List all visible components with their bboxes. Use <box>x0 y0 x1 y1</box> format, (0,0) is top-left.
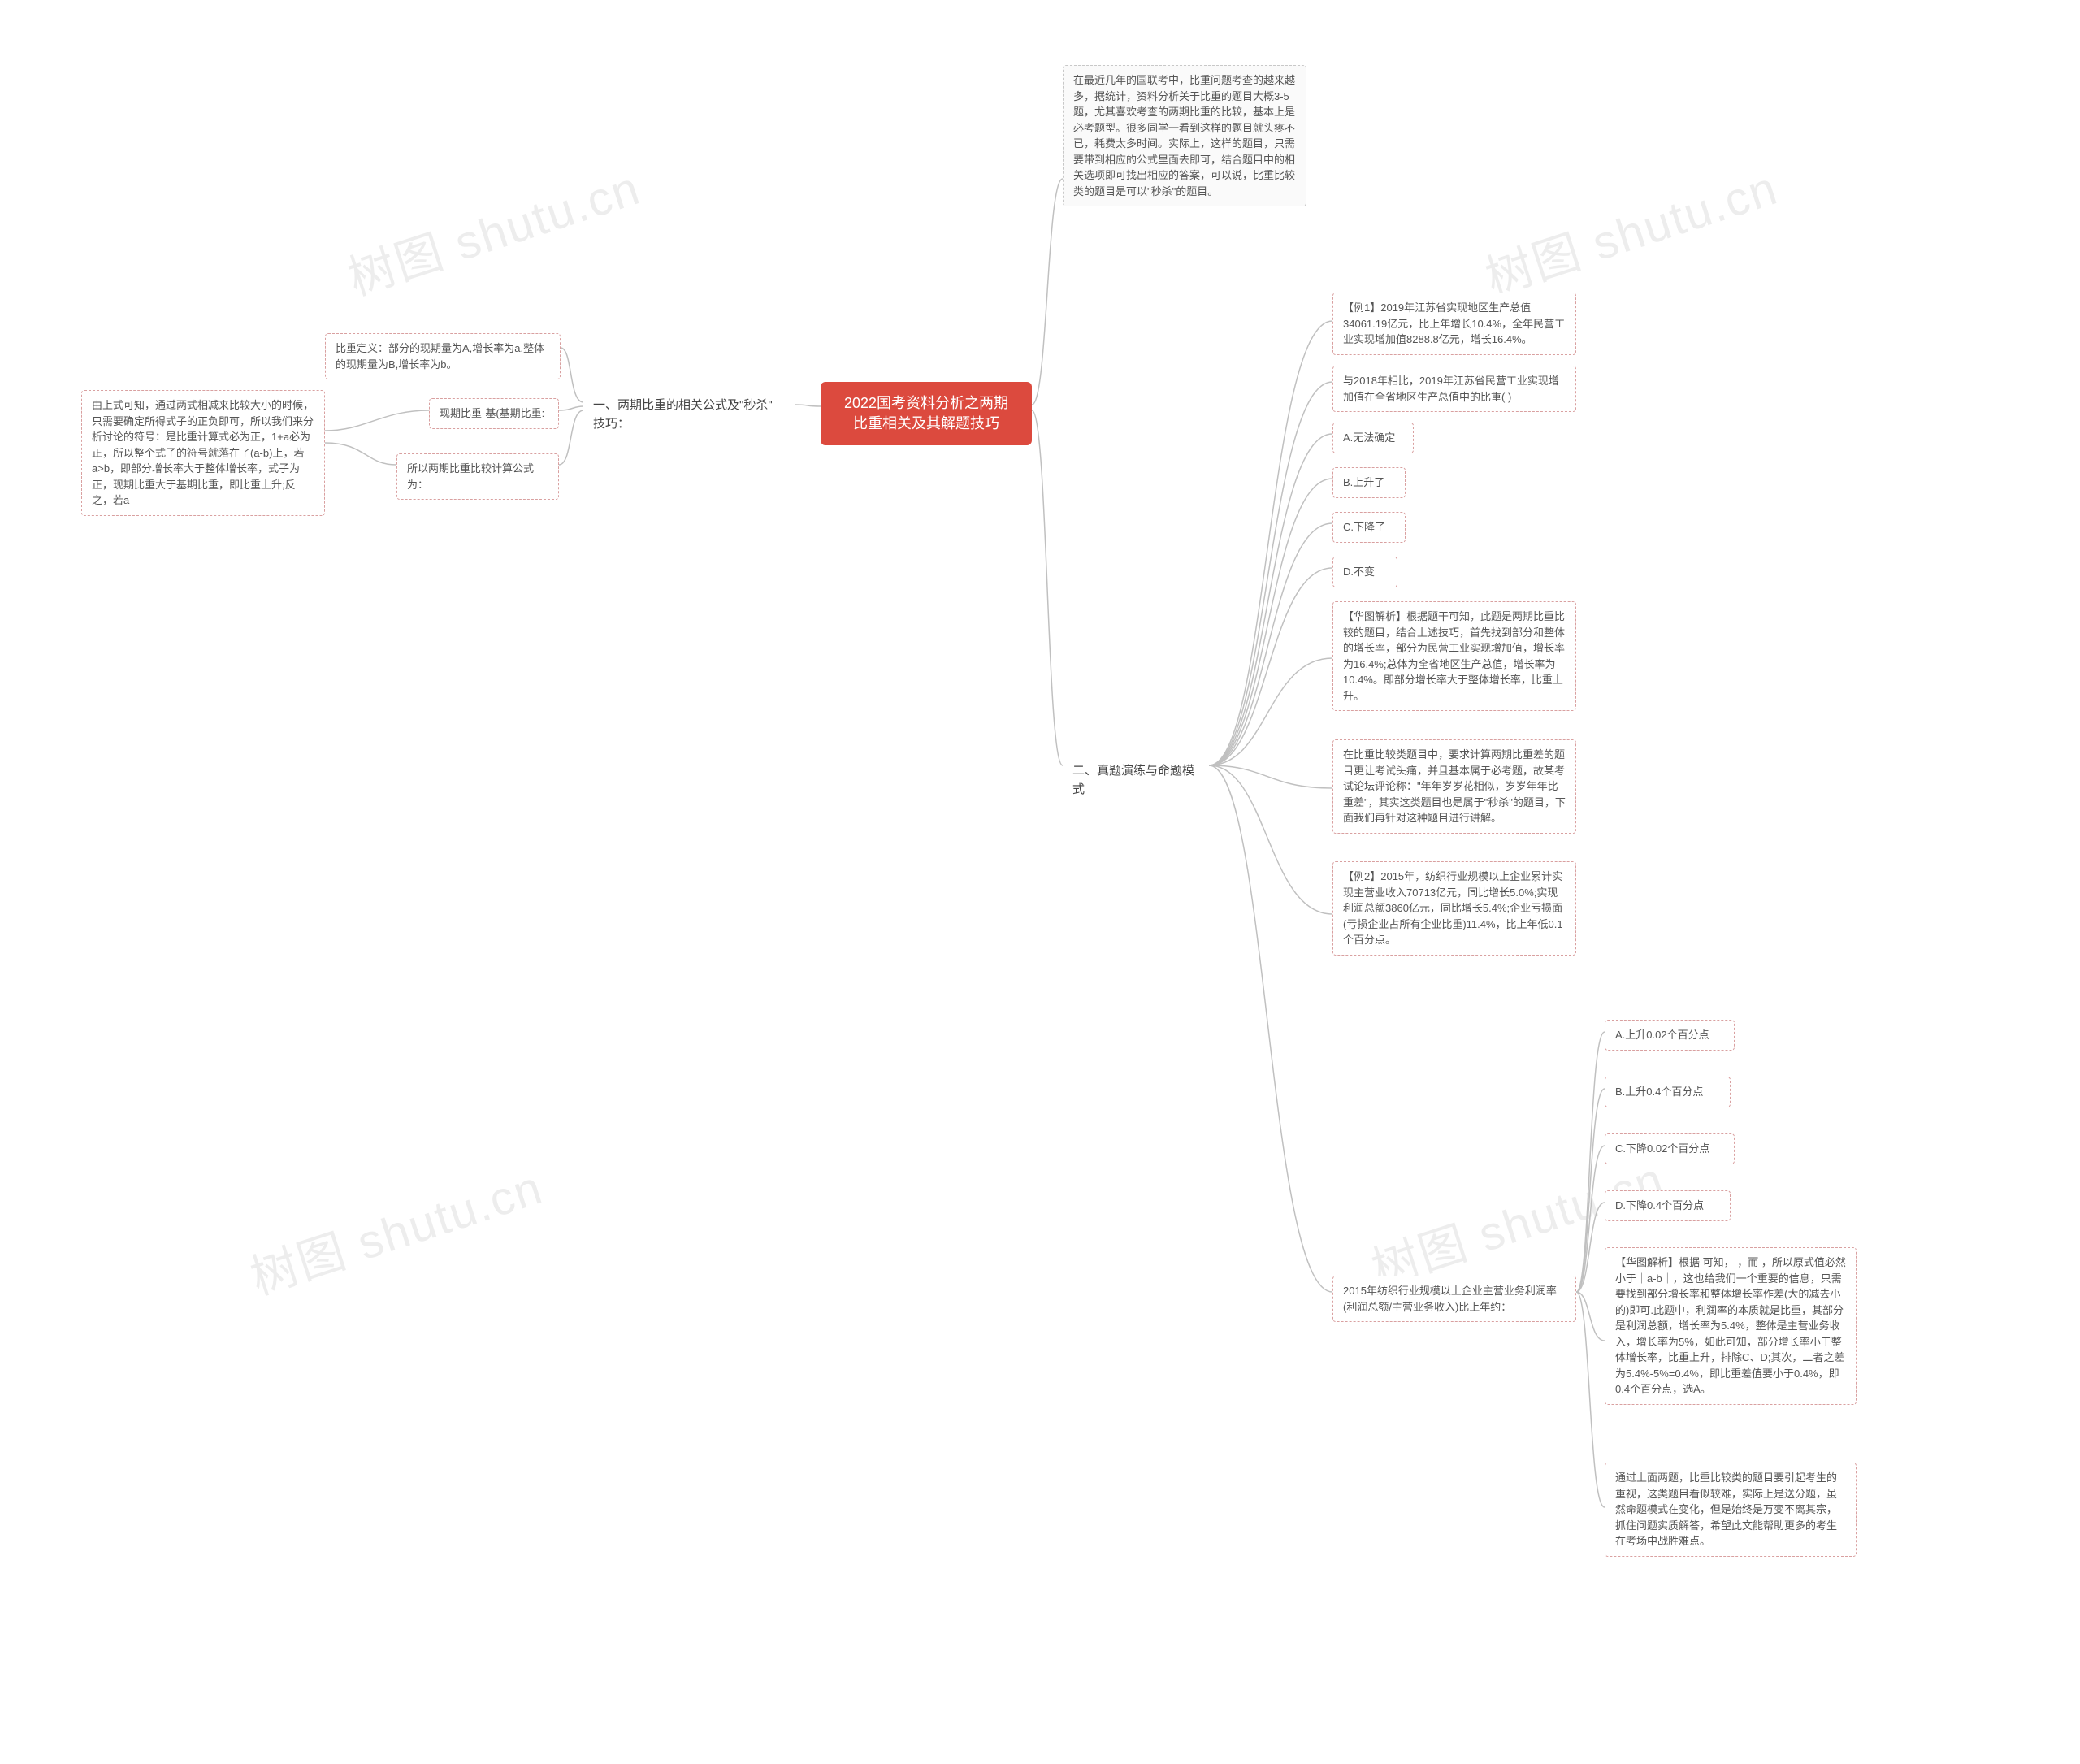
ex1-option-b[interactable]: B.上升了 <box>1332 467 1406 498</box>
branch1-def[interactable]: 比重定义：部分的现期量为A,增长率为a,整体的现期量为B,增长率为b。 <box>325 333 561 379</box>
ex1-question[interactable]: 【例1】2019年江苏省实现地区生产总值34061.19亿元，比上年增长10.4… <box>1332 293 1576 355</box>
summary-note[interactable]: 通过上面两题，比重比较类的题目要引起考生的重视，这类题目看似较难，实际上是送分题… <box>1605 1463 1857 1557</box>
branch2-intro[interactable]: 在最近几年的国联考中，比重问题考查的越来越多，据统计，资料分析关于比重的题目大概… <box>1063 65 1306 206</box>
ex1-option-c[interactable]: C.下降了 <box>1332 512 1406 543</box>
branch1-so[interactable]: 所以两期比重比较计算公式为： <box>396 453 559 500</box>
ex2-option-c[interactable]: C.下降0.02个百分点 <box>1605 1133 1735 1164</box>
ex1-option-d[interactable]: D.不变 <box>1332 557 1398 587</box>
watermark: 树图 shutu.cn <box>1476 150 1785 308</box>
ex2-option-d[interactable]: D.下降0.4个百分点 <box>1605 1190 1731 1221</box>
bridge-note[interactable]: 在比重比较类题目中，要求计算两期比重差的题目更让考试头痛，并且基本属于必考题，故… <box>1332 739 1576 834</box>
ex2-option-b[interactable]: B.上升0.4个百分点 <box>1605 1077 1731 1107</box>
watermark: 树图 shutu.cn <box>338 150 648 308</box>
ex2-ask[interactable]: 2015年纺织行业规模以上企业主营业务利润率(利润总额/主营业务收入)比上年约： <box>1332 1276 1576 1322</box>
ex1-option-a[interactable]: A.无法确定 <box>1332 423 1414 453</box>
ex2-option-a[interactable]: A.上升0.02个百分点 <box>1605 1020 1735 1051</box>
ex1-compare[interactable]: 与2018年相比，2019年江苏省民营工业实现增加值在全省地区生产总值中的比重(… <box>1332 366 1576 412</box>
ex1-analysis[interactable]: 【华图解析】根据题干可知，此题是两期比重比较的题目，结合上述技巧，首先找到部分和… <box>1332 601 1576 711</box>
watermark: 树图 shutu.cn <box>240 1149 550 1307</box>
branch2-label[interactable]: 二、真题演练与命题模式 <box>1063 756 1209 805</box>
root-node[interactable]: 2022国考资料分析之两期 比重相关及其解题技巧 <box>821 382 1032 445</box>
ex2-analysis[interactable]: 【华图解析】根据 可知， ，而 ，所以原式值必然小于｜a-b｜，这也给我们一个重… <box>1605 1247 1857 1405</box>
ex2-question[interactable]: 【例2】2015年，纺织行业规模以上企业累计实现主营业收入70713亿元，同比增… <box>1332 861 1576 956</box>
branch1-explain[interactable]: 由上式可知，通过两式相减来比较大小的时候，只需要确定所得式子的正负即可，所以我们… <box>81 390 325 516</box>
branch1-formula[interactable]: 现期比重-基(基期比重: <box>429 398 559 429</box>
branch1-label[interactable]: 一、两期比重的相关公式及"秒杀" 技巧： <box>583 390 795 440</box>
